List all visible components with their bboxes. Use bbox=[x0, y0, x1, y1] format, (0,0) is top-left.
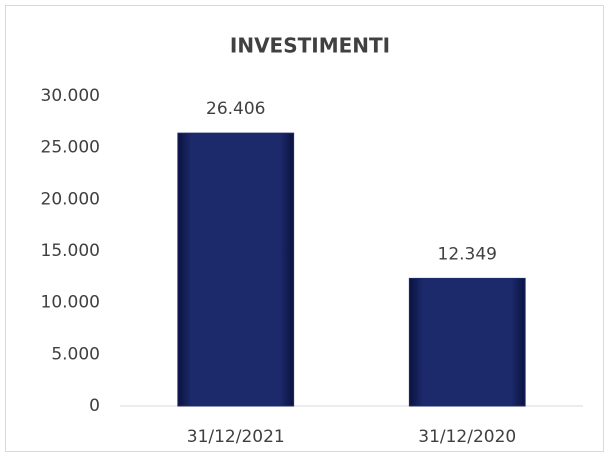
bar bbox=[177, 132, 295, 407]
y-tick-label: 10.000 bbox=[41, 293, 100, 313]
value-label: 26.406 bbox=[206, 99, 265, 119]
y-tick-label: 30.000 bbox=[41, 86, 100, 106]
chart-title: INVESTIMENTI bbox=[230, 34, 390, 58]
y-tick-label: 5.000 bbox=[51, 344, 100, 364]
x-tick-label: 31/12/2020 bbox=[418, 427, 516, 447]
bar bbox=[408, 277, 526, 407]
x-tick-label: 31/12/2021 bbox=[187, 427, 285, 447]
value-label: 12.349 bbox=[438, 244, 497, 264]
y-tick-label: 15.000 bbox=[41, 241, 100, 261]
y-tick-label: 25.000 bbox=[41, 138, 100, 158]
y-tick-label: 20.000 bbox=[41, 189, 100, 209]
y-tick-label: 0 bbox=[89, 396, 100, 416]
